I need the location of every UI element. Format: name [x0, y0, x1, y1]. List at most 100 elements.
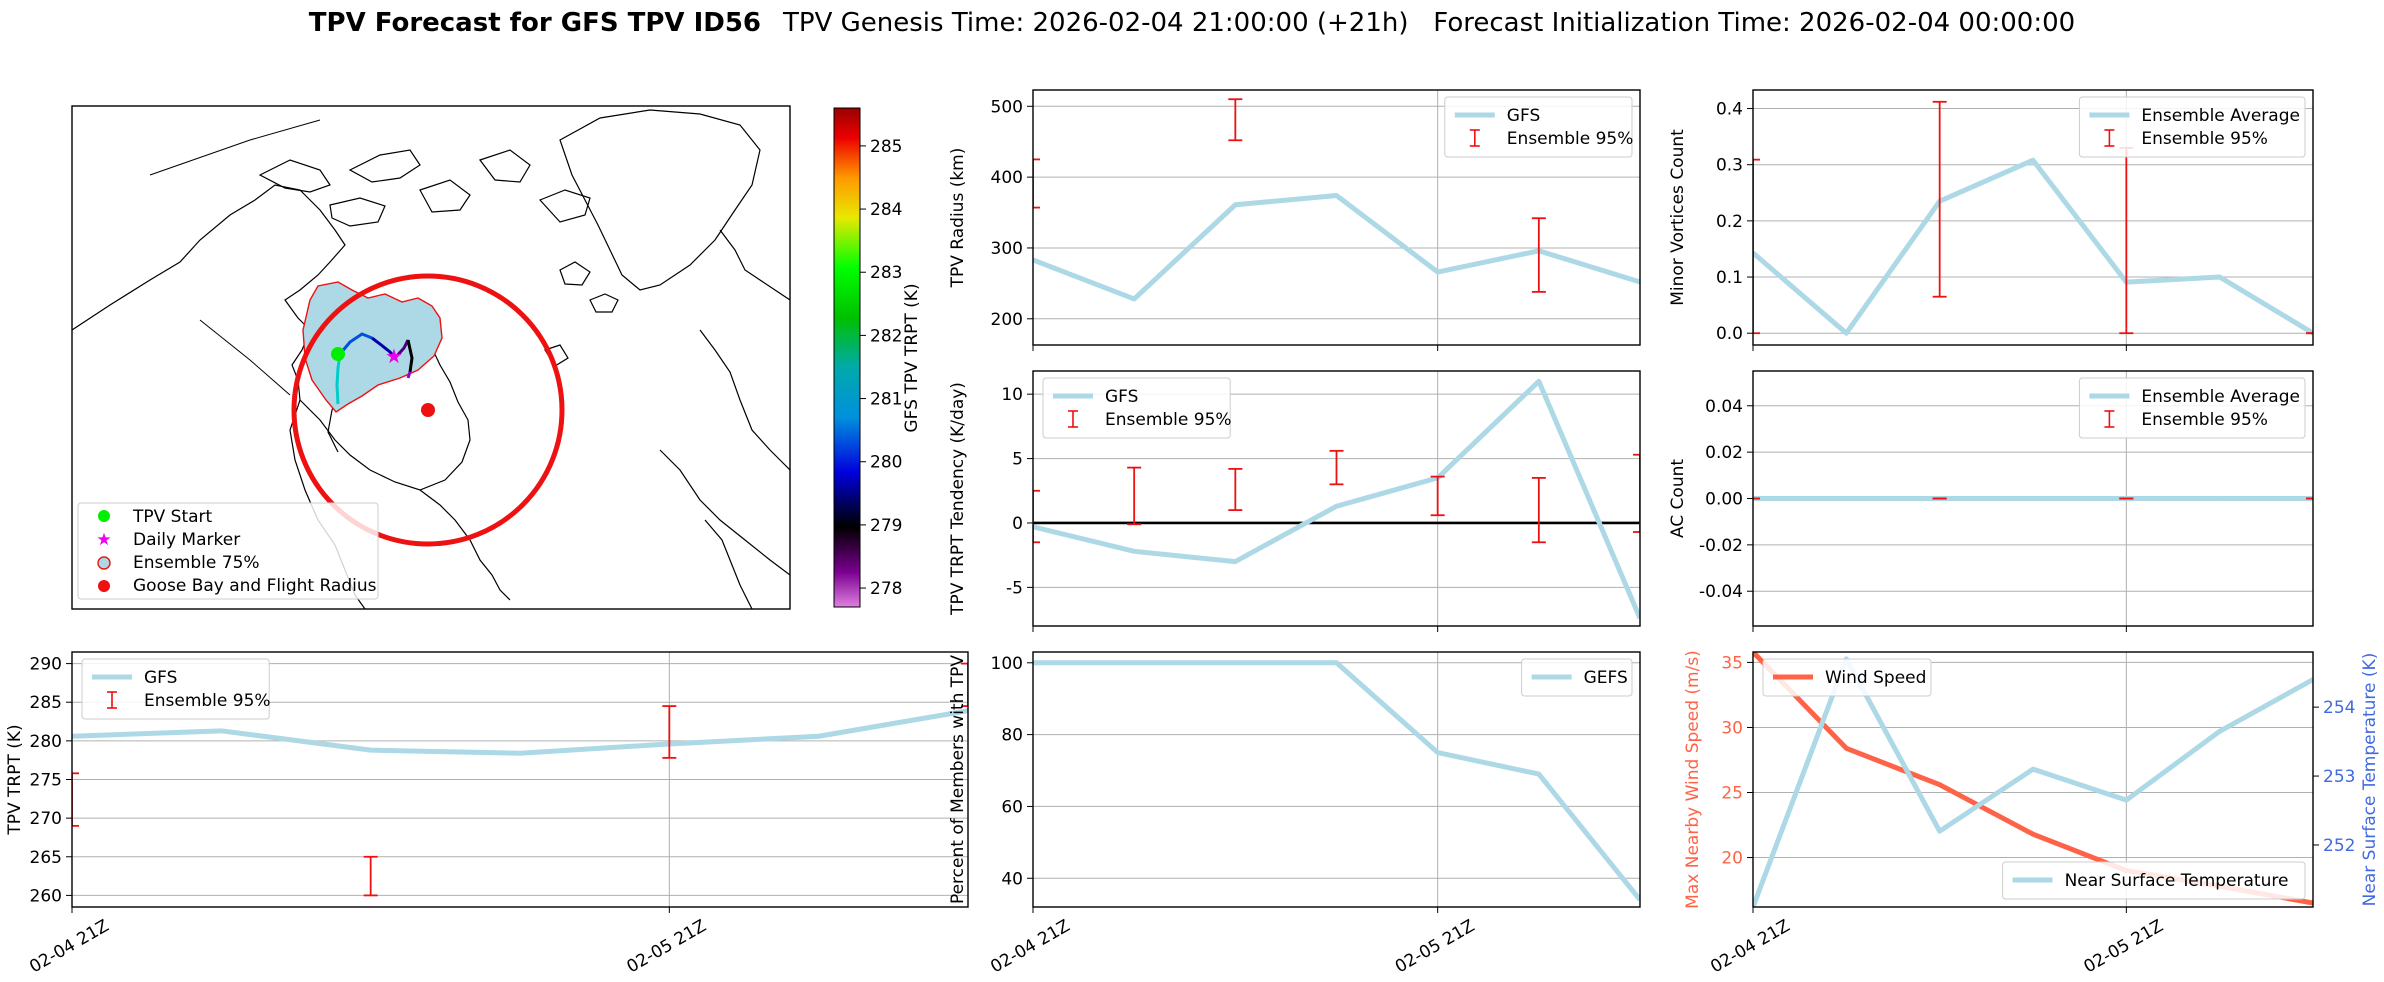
- x-tick-label: 02-04 21Z: [26, 916, 112, 977]
- y-axis-label: TPV TRPT (K): [5, 724, 25, 835]
- legend-tpv-start: TPV Start: [132, 507, 213, 527]
- map-panel: ★ TPV Start ★ Daily Marker Ensemble 75% …: [71, 105, 922, 610]
- legend-box: [2078, 96, 2306, 158]
- y-tick-label: 275: [30, 771, 62, 791]
- y-tick-label: 20: [1721, 849, 1743, 869]
- y-right-tick-label: 253: [2323, 767, 2355, 787]
- y-tick-label: 0.0: [1716, 324, 1743, 344]
- y-right-tick-label: 254: [2323, 698, 2355, 718]
- legend-label: Ensemble 95%: [2141, 410, 2268, 430]
- series-line-gfs: [1033, 193, 1640, 302]
- y-tick-label: 0.3: [1716, 156, 1743, 176]
- y-tick-label: 0.02: [1705, 443, 1743, 463]
- plot-area: [1753, 100, 2313, 336]
- errorbar: [1033, 158, 1040, 209]
- daily-marker-star: ★: [385, 344, 403, 368]
- legend: GFS Ensemble 95%: [1042, 377, 1232, 439]
- figure-title: TPV Forecast for GFS TPV ID56 TPV Genesis…: [309, 8, 2075, 38]
- colorbar-tick-label: 278: [870, 579, 902, 599]
- errorbar: [1430, 475, 1445, 517]
- legend-label: GFS: [1105, 387, 1138, 407]
- y-tick-label: 400: [991, 168, 1023, 188]
- legend-label: GEFS: [1584, 668, 1628, 688]
- legend-ensemble-75: Ensemble 75%: [133, 553, 260, 573]
- errorbar: [961, 662, 968, 707]
- legend-box: [1042, 377, 1231, 439]
- plot-area: [72, 662, 968, 897]
- ensemble-75-region: [302, 281, 443, 413]
- y-tick-label: -0.02: [1699, 536, 1743, 556]
- y-tick-label: -0.04: [1699, 582, 1743, 602]
- errorbar: [1932, 100, 1947, 298]
- y-tick-label: 80: [1001, 726, 1023, 746]
- axes-frame: [1032, 651, 1641, 908]
- x-tick-label: 02-05 21Z: [1392, 916, 1478, 977]
- legend: GEFS: [1521, 658, 1633, 697]
- errorbar: [363, 855, 378, 897]
- y-tick-label: 0: [1012, 514, 1023, 534]
- y-tick-label: 0.04: [1705, 397, 1743, 417]
- legend-label: Ensemble Average: [2141, 106, 2300, 126]
- y-tick-label: 200: [991, 310, 1023, 330]
- y-tick-label: 25: [1721, 784, 1743, 804]
- legend: GFS Ensemble 95%: [81, 658, 271, 720]
- series-line-ensemble-average: [1753, 157, 2313, 336]
- axes-frame: [1752, 370, 2314, 627]
- colorbar-label: GFS TPV TRPT (K): [902, 283, 922, 432]
- legend-label: Ensemble 95%: [144, 691, 271, 711]
- legend-box: [1762, 658, 1932, 697]
- x-tick-label: 02-05 21Z: [2081, 916, 2167, 977]
- y-tick-label: 500: [991, 97, 1023, 117]
- y-right-axis-label: Near Surface Temperature (K): [2360, 653, 2380, 907]
- y-axis-label: Max Nearby Wind Speed (m/s): [1683, 650, 1703, 909]
- figure-title-rest: TPV Genesis Time: 2026-02-04 21:00:00 (+…: [782, 8, 2075, 38]
- tpv-start-marker: [331, 347, 345, 361]
- map-legend: TPV Start ★ Daily Marker Ensemble 75% Go…: [77, 502, 379, 600]
- legend-label: GFS: [1507, 106, 1540, 126]
- y-tick-label: 290: [30, 655, 62, 675]
- y-tick-label: 260: [30, 886, 62, 906]
- legend-box: [81, 658, 270, 720]
- y-tick-label: 0.2: [1716, 212, 1743, 232]
- map-geography: [72, 109, 790, 609]
- tpv-track: [335, 332, 414, 405]
- y-axis-label: Minor Vortices Count: [1668, 129, 1688, 306]
- y-tick-label: 270: [30, 809, 62, 829]
- y-right-tick-label: 252: [2323, 836, 2355, 856]
- y-tick-label: 5: [1012, 450, 1023, 470]
- errorbar: [1329, 449, 1344, 486]
- legend-label: Near Surface Temperature: [2065, 871, 2289, 891]
- legend-label: Ensemble 95%: [2141, 129, 2268, 149]
- svg-text:★: ★: [96, 530, 111, 550]
- legend: GFS Ensemble 95%: [1444, 96, 1633, 158]
- errorbar: [662, 705, 677, 759]
- errorbar: [1127, 466, 1142, 526]
- chart-wind_temp: 20 25 30 35 02-04 21Z 02-05 21Z Max Nearby Win…: [1683, 650, 2380, 977]
- colorbar-tick-label: 285: [870, 137, 902, 157]
- errorbar: [1033, 489, 1040, 544]
- y-axis-label: Percent of Members with TPV: [948, 655, 968, 904]
- series-line-gefs: [1033, 660, 1640, 902]
- errorbar: [72, 772, 79, 827]
- errorbar: [1228, 98, 1243, 142]
- y-axis-label: TPV TRPT Tendency (K/day): [948, 382, 968, 616]
- axes-frame: [1032, 89, 1641, 346]
- legend-box: [2078, 377, 2306, 439]
- legend-label: Ensemble Average: [2141, 387, 2300, 407]
- legend-label: GFS: [144, 668, 177, 688]
- y-tick-label: 60: [1001, 797, 1023, 817]
- y-tick-label: 0.00: [1705, 490, 1743, 510]
- errorbar: [1531, 476, 1546, 544]
- y-tick-label: 10: [1001, 385, 1023, 405]
- y-tick-label: -5: [1006, 578, 1023, 598]
- y-tick-label: 285: [30, 693, 62, 713]
- goose-bay-flight-radius: [291, 273, 565, 547]
- errorbar: [2119, 146, 2134, 335]
- legend-daily-marker: Daily Marker: [133, 530, 240, 550]
- errorbar: [1633, 453, 1640, 533]
- axes-frame: [1032, 370, 1641, 627]
- y-tick-label: 100: [991, 654, 1023, 674]
- y-axis-label: AC Count: [1668, 459, 1688, 538]
- legend: Wind Speed: [1762, 658, 1932, 697]
